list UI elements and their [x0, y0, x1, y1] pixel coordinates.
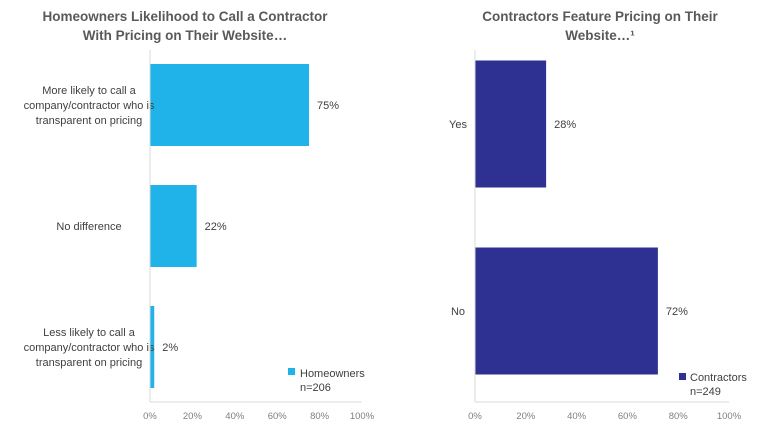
bar [150, 306, 155, 388]
legend-swatch [288, 368, 295, 375]
tick-label: 80% [310, 411, 330, 422]
tick-label: 100% [350, 411, 375, 422]
chart-2: Contractors Feature Pricing on Their Webs… [449, 9, 747, 422]
chart-title: Homeowners Likelihood to Call a Contract… [42, 9, 328, 24]
category-label: transparent on pricing [36, 357, 142, 369]
tick-label: 60% [618, 411, 638, 422]
legend-sample-size: n=206 [300, 382, 331, 394]
legend-label: Homeowners [300, 368, 365, 380]
category-label: company/contractor who is [24, 342, 155, 354]
tick-label: 0% [468, 411, 482, 422]
bar [150, 185, 197, 267]
category-label: Less likely to call a [43, 327, 136, 339]
tick-label: 0% [143, 411, 157, 422]
tick-label: 40% [567, 411, 587, 422]
category-label: Yes [449, 119, 467, 131]
category-label: More likely to call a [42, 85, 136, 97]
chart-1: Homeowners Likelihood to Call a Contract… [24, 9, 375, 422]
legend-swatch [679, 373, 686, 380]
tick-label: 20% [516, 411, 536, 422]
data-label: 22% [205, 221, 227, 233]
chart-title: With Pricing on Their Website… [83, 28, 287, 43]
data-label: 2% [162, 342, 178, 354]
data-label: 75% [317, 100, 339, 112]
legend-label: Contractors [690, 372, 747, 384]
tick-label: 100% [717, 411, 742, 422]
bar [475, 247, 658, 375]
category-label: transparent on pricing [36, 115, 142, 127]
chart-title: Website…¹ [565, 28, 635, 43]
tick-label: 80% [669, 411, 689, 422]
category-label: company/contractor who is [24, 100, 155, 112]
tick-label: 60% [268, 411, 288, 422]
tick-label: 20% [183, 411, 203, 422]
data-label: 72% [666, 306, 688, 318]
tick-label: 40% [225, 411, 245, 422]
chart-title: Contractors Feature Pricing on Their [482, 9, 718, 24]
legend-sample-size: n=249 [690, 386, 721, 398]
bar [475, 60, 547, 188]
category-label: No difference [56, 221, 121, 233]
category-label: No [451, 306, 465, 318]
data-label: 28% [554, 119, 576, 131]
bar [150, 64, 309, 146]
